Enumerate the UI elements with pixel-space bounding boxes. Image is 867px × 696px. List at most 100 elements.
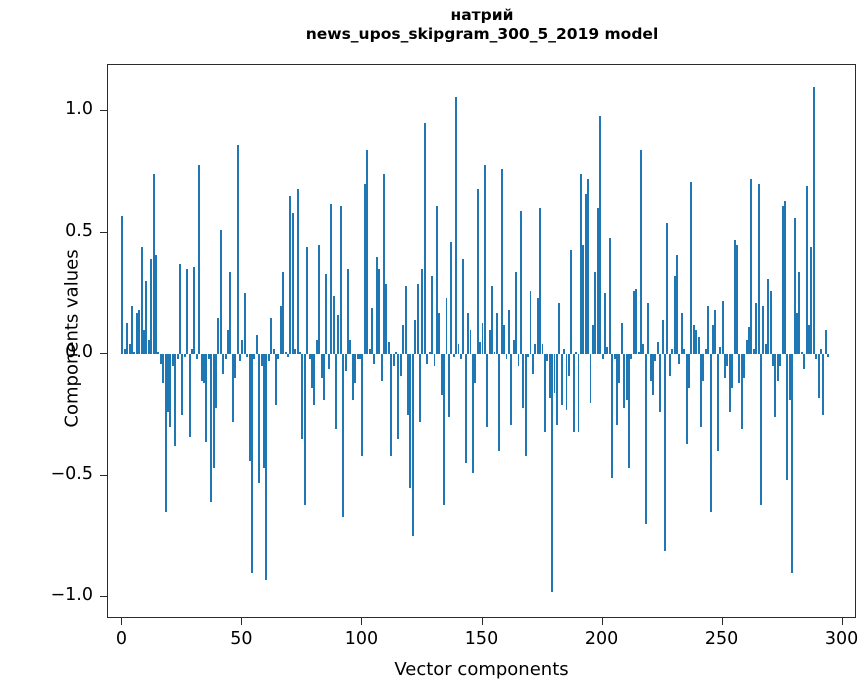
bar — [277, 354, 280, 359]
bar — [145, 281, 148, 355]
bar — [663, 354, 666, 551]
bar — [421, 269, 424, 355]
bar — [759, 354, 762, 505]
chart-title-line-2: news_upos_skipgram_300_5_2019 model — [305, 25, 659, 43]
bar — [666, 222, 669, 355]
bar — [325, 273, 328, 355]
bar — [133, 351, 136, 355]
bar — [817, 354, 820, 398]
bar — [493, 351, 496, 355]
x-tick-label: 100 — [344, 629, 379, 649]
bar — [450, 242, 453, 355]
bar — [210, 354, 213, 503]
bar — [776, 354, 779, 381]
bar — [711, 324, 714, 355]
bar — [678, 354, 681, 364]
bar — [719, 346, 722, 355]
x-tick-mark — [721, 618, 723, 625]
bar — [723, 354, 726, 379]
bar — [135, 312, 138, 355]
y-tick-label: 0.0 — [65, 342, 93, 363]
bar — [481, 322, 484, 355]
bar — [546, 354, 549, 362]
bar — [366, 150, 369, 355]
x-axis-label: Vector components — [394, 659, 569, 680]
bar — [387, 342, 390, 355]
bar — [239, 354, 241, 362]
bar — [474, 354, 477, 384]
bar — [191, 349, 193, 355]
x-tick-label: 50 — [230, 629, 253, 649]
bar — [157, 351, 160, 355]
bar — [378, 269, 381, 355]
bar — [361, 354, 364, 457]
bar — [627, 354, 630, 469]
bar — [284, 351, 287, 355]
bar — [272, 349, 275, 355]
bar — [781, 205, 784, 355]
bar — [176, 354, 179, 359]
bar — [217, 317, 220, 355]
bar — [690, 181, 693, 355]
bar — [553, 354, 556, 394]
bar — [241, 339, 244, 355]
bar — [147, 339, 150, 355]
bar — [611, 354, 614, 479]
bar — [287, 354, 290, 357]
bar — [253, 354, 256, 359]
bar — [625, 354, 628, 401]
bar — [397, 354, 400, 440]
bar — [351, 354, 354, 401]
y-tick-mark — [100, 231, 107, 233]
bar — [243, 293, 246, 355]
bar — [699, 354, 702, 428]
bar — [577, 354, 580, 432]
bar — [236, 145, 239, 355]
bar — [459, 354, 462, 359]
x-tick-label: 300 — [824, 629, 859, 649]
bar — [656, 342, 659, 355]
y-tick-mark — [100, 474, 107, 476]
bar — [464, 354, 467, 464]
bar — [167, 354, 169, 413]
bar — [318, 244, 321, 355]
bar — [200, 354, 203, 381]
bar — [524, 354, 527, 457]
bar — [251, 354, 253, 573]
x-tick-label: 150 — [464, 629, 499, 649]
bar — [339, 205, 342, 355]
x-tick-label: 0 — [115, 629, 127, 649]
bar — [551, 354, 554, 593]
bar — [714, 310, 717, 355]
bar — [810, 247, 813, 355]
x-tick-mark — [841, 618, 843, 625]
bar — [731, 354, 734, 389]
bar — [123, 349, 126, 355]
bar — [651, 354, 654, 396]
bar — [354, 354, 357, 384]
bar — [517, 354, 520, 367]
bar — [215, 354, 217, 408]
bar — [219, 230, 222, 355]
bar — [512, 339, 515, 355]
bar — [726, 354, 729, 367]
bar — [743, 354, 746, 379]
bar — [541, 344, 544, 355]
bar — [589, 354, 592, 403]
bar — [735, 244, 738, 355]
bar — [570, 249, 573, 355]
bar — [299, 351, 302, 355]
bar — [685, 354, 688, 445]
bar — [179, 264, 181, 355]
bar — [452, 354, 455, 357]
bar — [174, 354, 177, 447]
bar — [263, 354, 265, 469]
y-tick-mark — [100, 110, 107, 112]
y-tick-mark — [100, 353, 107, 355]
bar — [303, 354, 306, 505]
x-tick-label: 200 — [584, 629, 619, 649]
bar — [548, 354, 551, 398]
bar — [601, 354, 604, 359]
bar — [603, 293, 606, 355]
bar — [205, 354, 208, 442]
